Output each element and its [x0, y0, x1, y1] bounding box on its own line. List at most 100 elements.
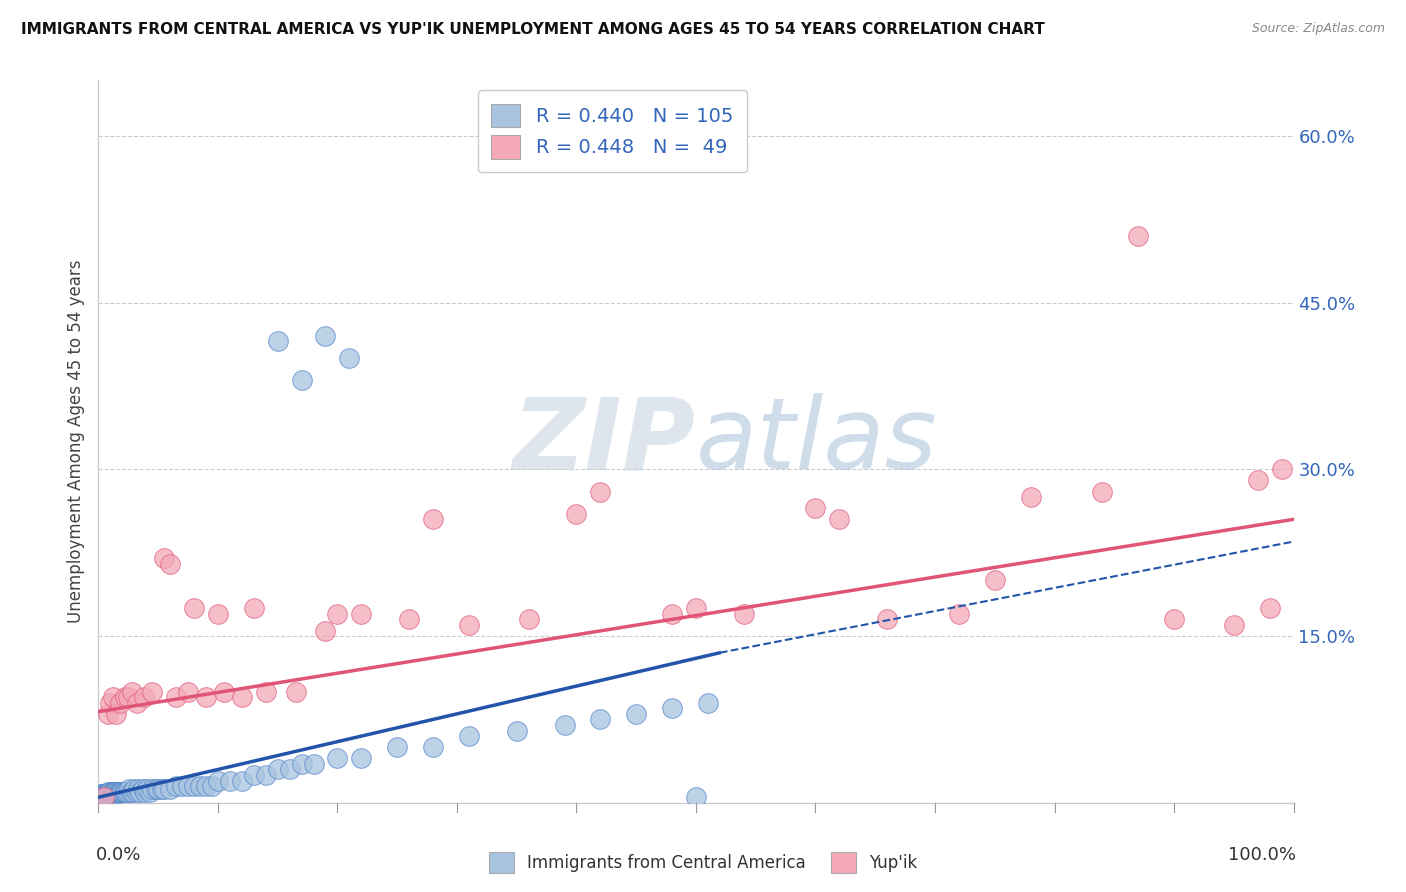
Point: [231, 690, 253, 705]
Point: [1163, 612, 1185, 626]
Point: [108, 696, 131, 710]
Point: [107, 785, 129, 799]
Point: [136, 782, 159, 797]
Point: [96, 790, 118, 805]
Point: [104, 785, 127, 799]
Point: [91, 790, 114, 805]
Point: [350, 607, 373, 621]
Point: [91, 787, 114, 801]
Point: [339, 351, 361, 366]
Point: [90, 790, 112, 805]
Point: [188, 779, 211, 793]
Point: [254, 684, 277, 698]
Point: [183, 601, 205, 615]
Point: [98, 785, 121, 799]
Point: [141, 684, 163, 698]
Point: [1258, 601, 1281, 615]
Point: [91, 790, 114, 805]
Point: [1128, 228, 1150, 243]
Point: [129, 785, 152, 799]
Point: [91, 790, 114, 805]
Point: [148, 782, 170, 797]
Point: [98, 785, 122, 799]
Point: [107, 785, 129, 799]
Point: [1271, 462, 1294, 476]
Point: [458, 618, 481, 632]
Point: [91, 790, 114, 805]
Point: [1223, 618, 1246, 632]
Point: [212, 684, 235, 698]
Point: [315, 624, 337, 638]
Point: [108, 785, 131, 799]
Point: [89, 790, 111, 805]
Point: [243, 601, 266, 615]
Point: [291, 373, 314, 387]
Point: [98, 696, 122, 710]
Point: [97, 790, 120, 805]
Text: IMMIGRANTS FROM CENTRAL AMERICA VS YUP'IK UNEMPLOYMENT AMONG AGES 45 TO 54 YEARS: IMMIGRANTS FROM CENTRAL AMERICA VS YUP'I…: [21, 22, 1045, 37]
Point: [284, 684, 307, 698]
Point: [93, 790, 115, 805]
Point: [90, 790, 112, 805]
Point: [100, 787, 122, 801]
Point: [243, 768, 266, 782]
Point: [1019, 490, 1042, 504]
Point: [91, 790, 114, 805]
Point: [278, 763, 301, 777]
Point: [131, 782, 153, 797]
Point: [103, 785, 125, 799]
Point: [89, 790, 111, 805]
Point: [94, 787, 117, 801]
Point: [804, 501, 827, 516]
Point: [91, 790, 114, 805]
Point: [121, 684, 143, 698]
Legend: R = 0.440   N = 105, R = 0.448   N =  49: R = 0.440 N = 105, R = 0.448 N = 49: [478, 90, 747, 172]
Point: [302, 756, 325, 771]
Point: [93, 790, 115, 805]
Text: Source: ZipAtlas.com: Source: ZipAtlas.com: [1251, 22, 1385, 36]
Point: [103, 787, 125, 801]
Point: [97, 787, 120, 801]
Point: [117, 690, 139, 705]
Point: [350, 751, 373, 765]
Point: [207, 607, 229, 621]
Point: [422, 740, 444, 755]
Point: [589, 713, 612, 727]
Point: [141, 782, 163, 797]
Point: [96, 790, 118, 805]
Point: [326, 751, 349, 765]
Point: [100, 785, 122, 799]
Point: [506, 723, 529, 738]
Point: [98, 790, 122, 805]
Point: [326, 607, 349, 621]
Point: [94, 790, 117, 805]
Text: 0.0%: 0.0%: [96, 847, 142, 864]
Point: [124, 782, 146, 797]
Text: atlas: atlas: [696, 393, 938, 490]
Point: [120, 785, 142, 799]
Point: [127, 782, 149, 797]
Point: [93, 787, 115, 801]
Point: [291, 756, 314, 771]
Point: [153, 782, 176, 797]
Point: [172, 779, 194, 793]
Point: [165, 690, 187, 705]
Point: [97, 706, 120, 721]
Point: [661, 607, 683, 621]
Point: [589, 484, 612, 499]
Point: [89, 790, 111, 805]
Point: [105, 787, 128, 801]
Point: [111, 785, 134, 799]
Point: [219, 773, 242, 788]
Point: [565, 507, 588, 521]
Point: [153, 551, 176, 566]
Point: [159, 557, 181, 571]
Point: [122, 785, 145, 799]
Point: [90, 790, 112, 805]
Point: [398, 612, 420, 626]
Point: [118, 782, 141, 797]
Point: [125, 696, 148, 710]
Point: [984, 574, 1007, 588]
Point: [105, 785, 128, 799]
Point: [125, 785, 148, 799]
